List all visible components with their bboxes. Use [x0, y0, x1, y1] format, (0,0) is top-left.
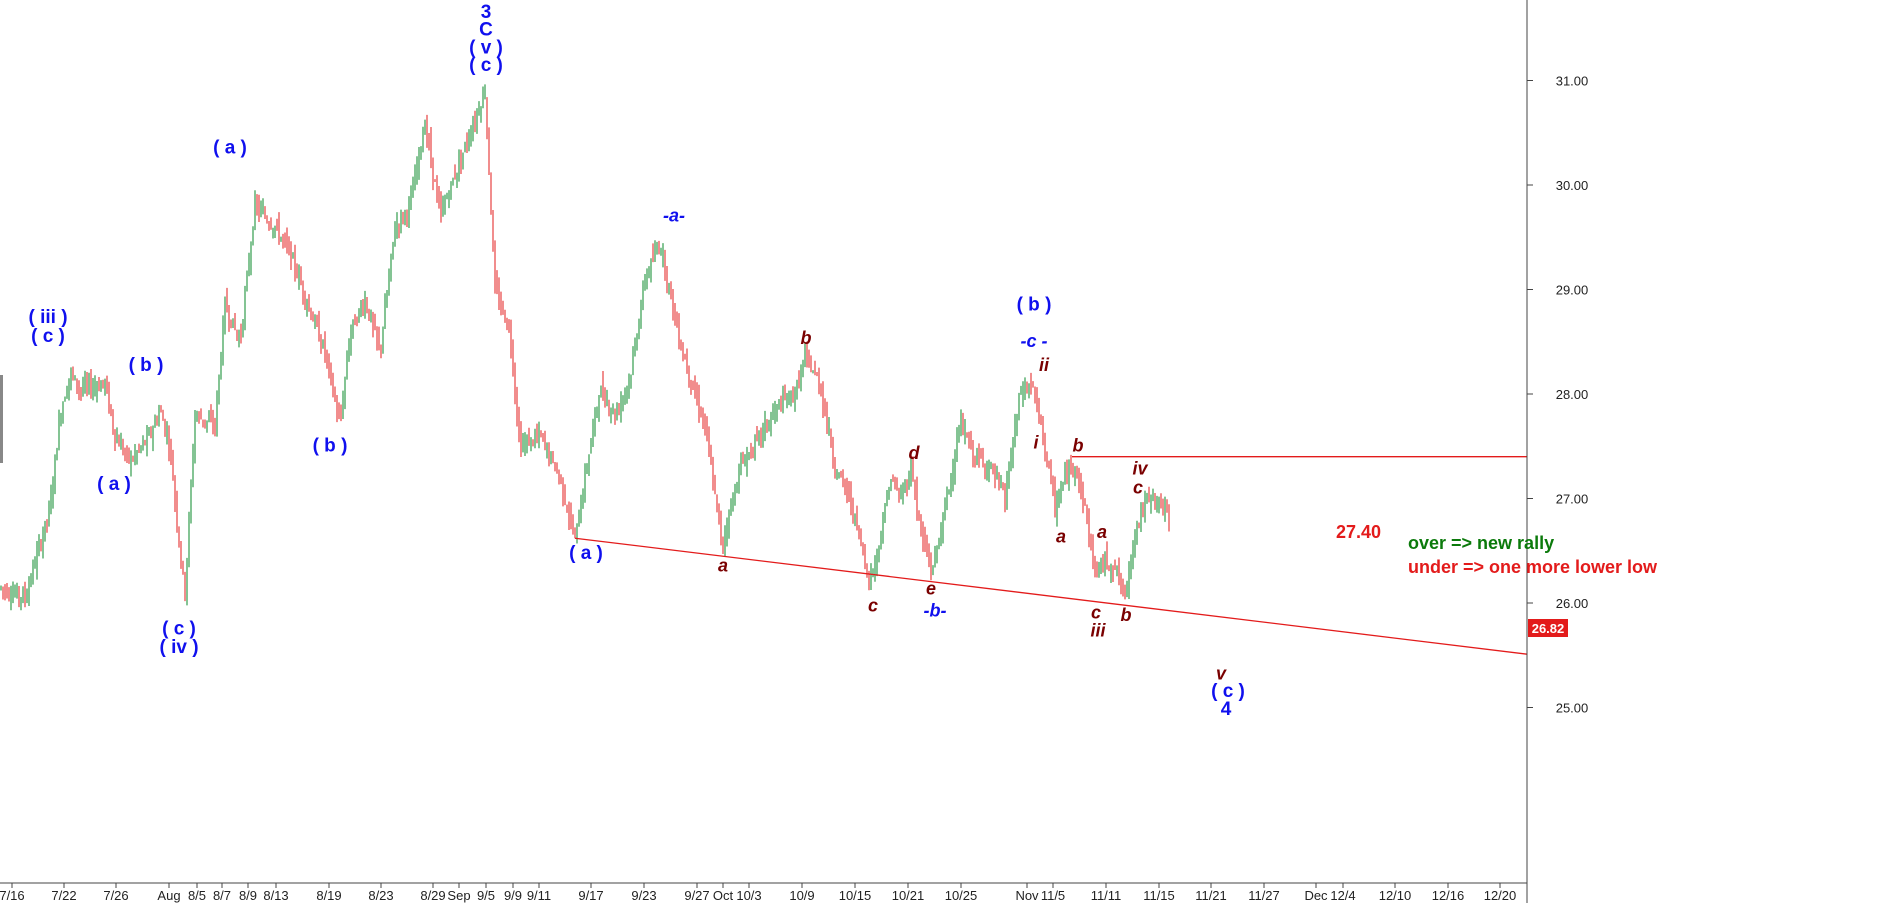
- wave-label: ( c ): [162, 618, 196, 639]
- wave-label: b: [801, 328, 812, 348]
- trendlines: [574, 456, 1528, 655]
- wave-label: -c -: [1021, 331, 1048, 351]
- price-tick-label: 30.00: [1556, 178, 1589, 193]
- wave-label: b: [1073, 435, 1084, 455]
- wave-label: ( a ): [213, 138, 247, 159]
- date-tick-label: Nov: [1015, 888, 1039, 903]
- level-value-label: 27.40: [1336, 522, 1381, 542]
- date-tick-label: 12/10: [1379, 888, 1412, 903]
- date-tick-label: 8/9: [239, 888, 257, 903]
- date-tick-label: 8/5: [188, 888, 206, 903]
- wave-label: iii: [1090, 620, 1106, 640]
- wave-label: ( c ): [31, 326, 65, 347]
- wave-label: i: [1033, 432, 1039, 452]
- wave-label: 3: [481, 2, 492, 23]
- wave-label: ( a ): [569, 543, 603, 564]
- wave-annotations: 3C( v )( c )( a )( iii )( c )( b )( a )(…: [28, 2, 1244, 720]
- wave-label: C: [479, 20, 493, 41]
- wave-label: c: [1091, 603, 1101, 623]
- price-candles: [0, 84, 1170, 611]
- wave-label: b: [1121, 605, 1132, 625]
- date-tick-label: 10/21: [892, 888, 925, 903]
- date-tick-label: 8/23: [368, 888, 393, 903]
- left-edge-marker: [0, 375, 3, 463]
- date-tick-label: 12/16: [1432, 888, 1465, 903]
- date-tick-label: 10/9: [789, 888, 814, 903]
- date-tick-label: 9/23: [631, 888, 656, 903]
- date-tick-label: 9/5: [477, 888, 495, 903]
- date-tick-label: 9/11: [527, 888, 551, 903]
- date-tick-label: 7/16: [0, 888, 25, 903]
- date-tick-label: 12/20: [1484, 888, 1517, 903]
- wave-label: -a-: [663, 206, 685, 226]
- wave-label: ( b ): [129, 355, 164, 376]
- date-tick-label: Sep: [447, 888, 470, 903]
- date-tick-label: 9/27: [684, 888, 709, 903]
- last-price-label: 26.82: [1532, 621, 1565, 636]
- date-tick-label: 10/15: [839, 888, 872, 903]
- date-tick-label: 9/17: [578, 888, 603, 903]
- date-tick-label: 11/11: [1091, 888, 1122, 903]
- price-tick-label: 29.00: [1556, 283, 1589, 298]
- wave-label: ( v ): [469, 37, 503, 58]
- wave-label: a: [1056, 526, 1066, 546]
- wave-label: a: [718, 556, 728, 576]
- date-tick-label: 11/5: [1041, 888, 1065, 903]
- wave-label: a: [1097, 522, 1107, 542]
- date-tick-label: Oct: [713, 888, 734, 903]
- wave-label: 4: [1221, 699, 1232, 720]
- wave-label: iv: [1132, 458, 1148, 478]
- date-tick-label: 8/19: [316, 888, 341, 903]
- date-tick-label: 11/21: [1195, 888, 1227, 903]
- date-tick-label: 11/27: [1248, 888, 1280, 903]
- wave-label: -b-: [924, 601, 947, 621]
- date-tick-label: 7/26: [103, 888, 128, 903]
- wave-label: ( iii ): [28, 307, 67, 328]
- date-axis: 7/16 7/22 7/26 Aug 8/5 8/7 8/9 8/13 8/19 8/23 8/29…: [0, 883, 1516, 903]
- date-tick-label: Aug: [157, 888, 180, 903]
- note-under-lower-low: under => one more lower low: [1408, 557, 1658, 577]
- date-tick-label: 7/22: [51, 888, 76, 903]
- date-tick-label: 9/9: [504, 888, 522, 903]
- date-tick-label: Dec: [1304, 888, 1328, 903]
- wave-label: c: [868, 595, 878, 615]
- date-tick-label: 10/25: [945, 888, 978, 903]
- date-tick-label: 10/3: [736, 888, 761, 903]
- price-tick-label: 27.00: [1556, 492, 1589, 507]
- wave-label: v: [1216, 663, 1227, 683]
- wave-label: ( b ): [1017, 294, 1052, 315]
- wave-label: ( b ): [313, 435, 348, 456]
- date-tick-label: 8/7: [213, 888, 231, 903]
- price-tick-label: 25.00: [1556, 701, 1589, 716]
- wave-label: e: [926, 579, 936, 599]
- note-over-rally: over => new rally: [1408, 533, 1554, 553]
- date-tick-label: 8/29: [420, 888, 445, 903]
- date-tick-label: 12/4: [1330, 888, 1355, 903]
- wave-label: c: [1133, 477, 1143, 497]
- price-axis: 25.00 26.00 27.00 28.00 29.00 30.00 31.00: [1527, 74, 1588, 716]
- lower-trendline: [574, 537, 1528, 655]
- date-tick-label: 8/13: [263, 888, 288, 903]
- wave-label: ( c ): [1211, 681, 1245, 702]
- price-tick-label: 31.00: [1556, 74, 1589, 89]
- wave-label: ( a ): [97, 474, 131, 495]
- wave-label: ii: [1039, 355, 1050, 375]
- wave-label: ( c ): [469, 55, 503, 76]
- wave-label: ( iv ): [159, 637, 198, 658]
- price-tick-label: 26.00: [1556, 596, 1589, 611]
- price-tick-label: 28.00: [1556, 387, 1589, 402]
- last-price-tag: [1528, 619, 1568, 637]
- wave-label: d: [909, 443, 921, 463]
- date-tick-label: 11/15: [1143, 888, 1175, 903]
